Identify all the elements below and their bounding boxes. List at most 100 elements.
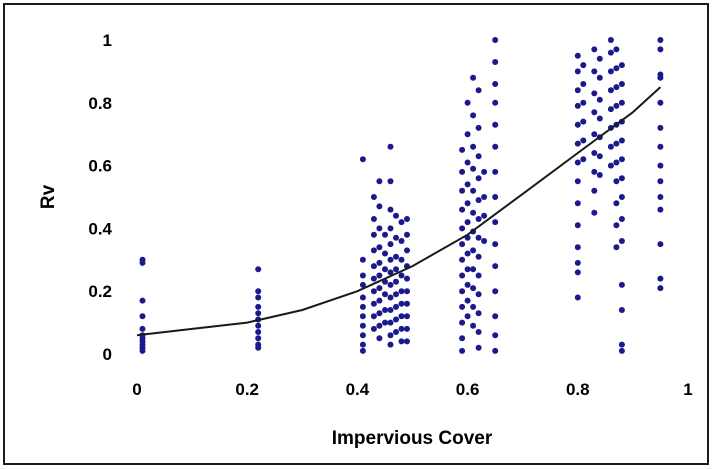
data-point xyxy=(370,275,377,282)
data-point xyxy=(459,241,466,248)
data-point xyxy=(376,259,383,266)
data-point xyxy=(591,209,598,216)
data-point xyxy=(618,194,625,200)
data-point xyxy=(470,209,477,216)
data-point xyxy=(607,68,614,75)
data-point xyxy=(475,197,482,204)
data-point xyxy=(492,263,499,270)
data-point xyxy=(404,338,410,345)
data-point xyxy=(376,297,383,304)
x-tick-label: 1 xyxy=(683,380,692,399)
data-point xyxy=(475,216,482,222)
data-point xyxy=(475,310,482,317)
data-point xyxy=(398,272,405,279)
trend-line xyxy=(136,86,662,337)
data-point xyxy=(613,222,620,229)
data-point xyxy=(591,109,598,116)
data-point xyxy=(574,52,581,59)
data-point xyxy=(492,194,499,200)
data-point xyxy=(464,219,471,226)
data-point xyxy=(574,178,581,185)
data-point xyxy=(464,159,471,166)
data-point xyxy=(393,234,399,241)
data-point xyxy=(393,278,399,285)
data-point xyxy=(607,162,614,169)
data-point xyxy=(613,200,620,207)
data-point xyxy=(464,313,471,320)
data-point xyxy=(580,99,587,106)
data-point xyxy=(574,87,581,94)
data-point xyxy=(618,347,625,354)
data-point xyxy=(370,313,377,320)
y-axis-title: Rv xyxy=(38,184,59,209)
data-point xyxy=(618,238,625,244)
data-point xyxy=(393,329,399,335)
data-point xyxy=(591,187,598,194)
data-point xyxy=(255,303,262,310)
data-point xyxy=(359,347,366,354)
data-point xyxy=(370,194,377,200)
data-point xyxy=(398,338,405,345)
data-point xyxy=(470,112,477,119)
data-point xyxy=(618,175,625,182)
y-tick-label: 0.2 xyxy=(88,282,112,301)
data-point xyxy=(574,222,581,229)
data-point xyxy=(580,62,587,69)
data-point xyxy=(613,159,620,166)
data-point xyxy=(470,285,477,292)
data-point xyxy=(475,272,482,279)
data-point xyxy=(382,291,388,298)
data-point xyxy=(613,244,620,251)
data-point xyxy=(376,203,383,210)
data-point xyxy=(464,281,471,288)
data-point xyxy=(255,329,262,335)
data-point xyxy=(404,325,410,332)
data-point xyxy=(387,178,394,185)
y-tick-label: 0.4 xyxy=(88,219,112,238)
data-point xyxy=(580,118,587,125)
data-point xyxy=(404,275,410,282)
data-point xyxy=(139,259,146,266)
data-point xyxy=(359,294,366,301)
data-point xyxy=(475,124,482,131)
data-point xyxy=(370,288,377,295)
data-point xyxy=(393,303,399,310)
data-point xyxy=(376,285,383,292)
data-point xyxy=(618,307,625,313)
x-axis-title: Impervious Cover xyxy=(332,428,493,449)
data-point xyxy=(481,168,488,175)
data-point xyxy=(475,175,482,182)
data-point xyxy=(387,241,394,248)
data-point xyxy=(591,168,598,175)
data-point xyxy=(657,46,664,53)
data-point xyxy=(464,99,471,106)
data-point xyxy=(481,212,488,219)
data-point xyxy=(492,241,499,248)
data-point xyxy=(359,272,366,279)
data-point xyxy=(387,281,394,288)
data-point xyxy=(574,269,581,276)
data-point xyxy=(657,178,664,185)
data-point xyxy=(359,303,366,310)
data-point xyxy=(580,156,587,163)
data-point xyxy=(607,49,614,56)
x-tick-labels: 0 0.2 0.4 0.6 0.8 1 xyxy=(132,380,692,399)
data-point xyxy=(657,241,664,248)
data-point xyxy=(398,219,405,226)
data-point xyxy=(475,253,482,260)
data-point xyxy=(574,102,581,109)
data-point xyxy=(359,341,366,348)
data-point xyxy=(492,219,499,226)
data-point xyxy=(387,294,394,301)
data-point xyxy=(481,194,488,200)
data-point xyxy=(464,200,471,207)
data-point xyxy=(475,234,482,241)
data-point xyxy=(464,131,471,138)
data-point xyxy=(398,288,405,295)
data-point xyxy=(382,266,388,273)
data-point xyxy=(398,238,405,244)
data-point xyxy=(657,124,664,131)
data-point xyxy=(382,231,388,238)
data-point xyxy=(387,307,394,313)
data-point xyxy=(657,194,664,200)
